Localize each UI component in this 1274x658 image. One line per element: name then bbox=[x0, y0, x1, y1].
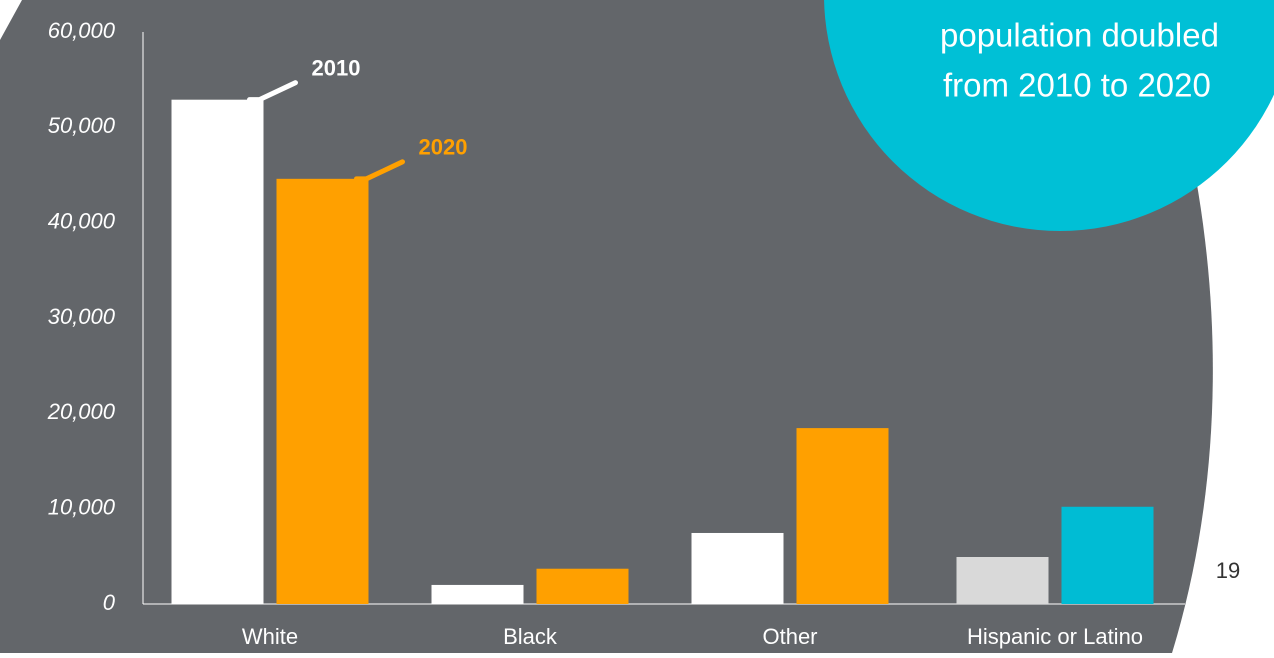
page-number: 19 bbox=[1216, 558, 1240, 583]
bar bbox=[956, 557, 1049, 604]
callout-text: population doubled bbox=[940, 17, 1219, 54]
y-tick-label: 20,000 bbox=[47, 399, 116, 424]
y-tick-label: 0 bbox=[103, 590, 116, 615]
x-tick-label: Other bbox=[762, 624, 817, 649]
bar bbox=[276, 178, 369, 604]
bar bbox=[691, 532, 784, 604]
bar bbox=[1061, 506, 1154, 604]
legend-leader bbox=[247, 80, 298, 103]
callout-circle bbox=[824, 0, 1274, 231]
y-tick-label: 40,000 bbox=[48, 208, 116, 233]
bar bbox=[796, 428, 889, 604]
bar bbox=[171, 99, 264, 604]
bar bbox=[431, 584, 524, 604]
x-tick-label: White bbox=[242, 624, 298, 649]
legend-leader bbox=[354, 159, 405, 182]
y-tick-label: 50,000 bbox=[48, 113, 116, 138]
y-tick-label: 60,000 bbox=[48, 18, 116, 43]
callout-text: from 2010 to 2020 bbox=[943, 67, 1211, 104]
y-tick-label: 10,000 bbox=[48, 494, 116, 519]
legend-label: 2020 bbox=[419, 135, 468, 160]
bar bbox=[536, 568, 629, 604]
legend-label: 2010 bbox=[312, 55, 361, 80]
x-tick-label: Black bbox=[503, 624, 558, 649]
y-tick-label: 30,000 bbox=[48, 304, 116, 329]
x-tick-label: Hispanic or Latino bbox=[967, 624, 1143, 649]
